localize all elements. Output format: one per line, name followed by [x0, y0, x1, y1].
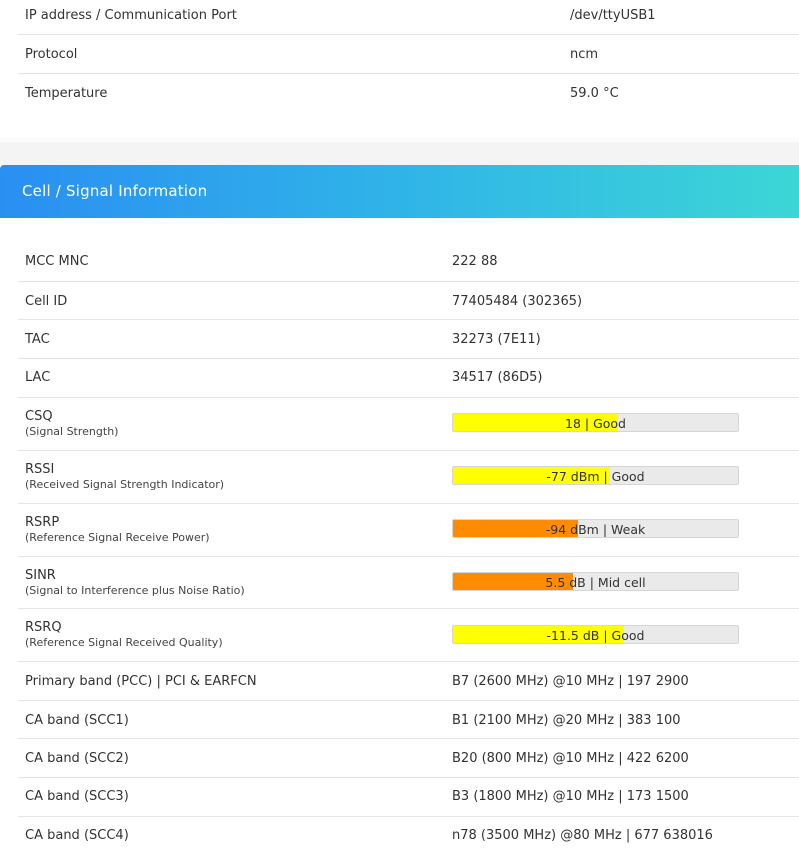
cell-row-label: LAC — [25, 370, 51, 385]
band-row-scc3: CA band (SCC3) B3 (1800 MHz) @10 MHz | 1… — [18, 777, 799, 816]
signal-label: RSRP — [25, 515, 60, 530]
signal-sublabel: (Signal to Interference plus Noise Ratio… — [25, 584, 245, 597]
band-label: CA band (SCC2) — [25, 751, 129, 766]
signal-bar-text: -11.5 dB | Good — [546, 628, 645, 643]
cell-signal-header: Cell / Signal Information — [0, 165, 799, 218]
signal-bar-fill — [453, 626, 624, 643]
signal-sublabel: (Signal Strength) — [25, 425, 119, 438]
signal-row-rssi: RSSI (Received Signal Strength Indicator… — [18, 450, 799, 503]
band-label: Primary band (PCC) | PCI & EARFCN — [25, 674, 257, 689]
signal-label: RSSI — [25, 462, 55, 477]
signal-bar-text: -77 dBm | Good — [546, 469, 645, 484]
band-label: CA band (SCC1) — [25, 713, 129, 728]
band-row-scc1: CA band (SCC1) B1 (2100 MHz) @20 MHz | 3… — [18, 700, 799, 739]
cell-row-mcc-mnc: MCC MNC 222 88 — [18, 242, 799, 281]
band-value: B7 (2600 MHz) @10 MHz | 197 2900 — [452, 674, 689, 689]
info-row-label: IP address / Communication Port — [25, 8, 237, 23]
signal-bar-text: 5.5 dB | Mid cell — [545, 575, 646, 590]
signal-row-csq: CSQ (Signal Strength) — [18, 397, 799, 450]
cell-row-label: MCC MNC — [25, 254, 89, 269]
info-row-label: Protocol — [25, 47, 78, 62]
cell-row-value: 222 88 — [452, 254, 498, 269]
signal-sublabel: (Received Signal Strength Indicator) — [25, 478, 225, 491]
section-title: Cell / Signal Information — [22, 182, 208, 200]
signal-sublabel: (Reference Signal Received Quality) — [25, 636, 223, 649]
band-row-scc2: CA band (SCC2) B20 (800 MHz) @10 MHz | 4… — [18, 738, 799, 777]
signal-bar-fill — [453, 573, 573, 590]
band-label: CA band (SCC4) — [25, 828, 129, 843]
signal-label: RSRQ — [25, 620, 62, 635]
info-row-label: Temperature — [25, 86, 108, 101]
signal-bar-rsrp: -94 dBm | Weak — [452, 519, 739, 538]
band-row-scc4: CA band (SCC4) n78 (3500 MHz) @80 MHz | … — [18, 816, 799, 866]
band-value: B1 (2100 MHz) @20 MHz | 383 100 — [452, 713, 681, 728]
signal-bar-sinr: 5.5 dB | Mid cell — [452, 572, 739, 591]
cell-row-tac: TAC 32273 (7E11) — [18, 319, 799, 358]
band-label: CA band (SCC3) — [25, 789, 129, 804]
signal-bar-text: 18 | Good — [565, 416, 626, 431]
signal-bar-fill — [453, 467, 610, 484]
signal-row-rsrp: RSRP (Reference Signal Receive Power) — [18, 503, 799, 556]
signal-row-rsrq: RSRQ (Reference Signal Received Quality) — [18, 608, 799, 661]
signal-bar-rsrq: -11.5 dB | Good — [452, 625, 739, 644]
signal-bar-text: -94 dBm | Weak — [545, 522, 646, 537]
signal-bar-fill — [453, 414, 619, 431]
card-gap — [0, 143, 799, 165]
info-row-ip-address: IP address / Communication Port /dev/tty… — [18, 0, 799, 34]
cell-row-value: 34517 (86D5) — [452, 370, 543, 385]
info-row-value: ncm — [570, 47, 599, 62]
band-value: B3 (1800 MHz) @10 MHz | 173 1500 — [452, 789, 689, 804]
signal-row-sinr: SINR (Signal to Interference plus Noise … — [18, 556, 799, 608]
signal-bar-csq: 18 | Good — [452, 413, 739, 432]
info-row-value: 59.0 °C — [570, 86, 619, 101]
signal-label: SINR — [25, 568, 56, 583]
cell-row-value: 32273 (7E11) — [452, 332, 541, 347]
info-row-temperature: Temperature 59.0 °C — [18, 73, 799, 112]
signal-bar-fill — [453, 520, 579, 537]
band-value: B20 (800 MHz) @10 MHz | 422 6200 — [452, 751, 689, 766]
cell-row-value: 77405484 (302365) — [452, 294, 583, 309]
signal-label: CSQ — [25, 409, 53, 424]
info-row-value: /dev/ttyUSB1 — [570, 8, 656, 23]
signal-bar-rssi: -77 dBm | Good — [452, 466, 739, 485]
signal-sublabel: (Reference Signal Receive Power) — [25, 531, 210, 544]
cell-row-cell-id: Cell ID 77405484 (302365) — [18, 281, 799, 320]
info-row-protocol: Protocol ncm — [18, 34, 799, 73]
cell-row-label: Cell ID — [25, 294, 68, 309]
band-row-pcc: Primary band (PCC) | PCI & EARFCN B7 (26… — [18, 661, 799, 700]
cell-row-lac: LAC 34517 (86D5) — [18, 358, 799, 397]
band-value: n78 (3500 MHz) @80 MHz | 677 638016 — [452, 828, 713, 843]
cell-row-label: TAC — [25, 332, 50, 347]
